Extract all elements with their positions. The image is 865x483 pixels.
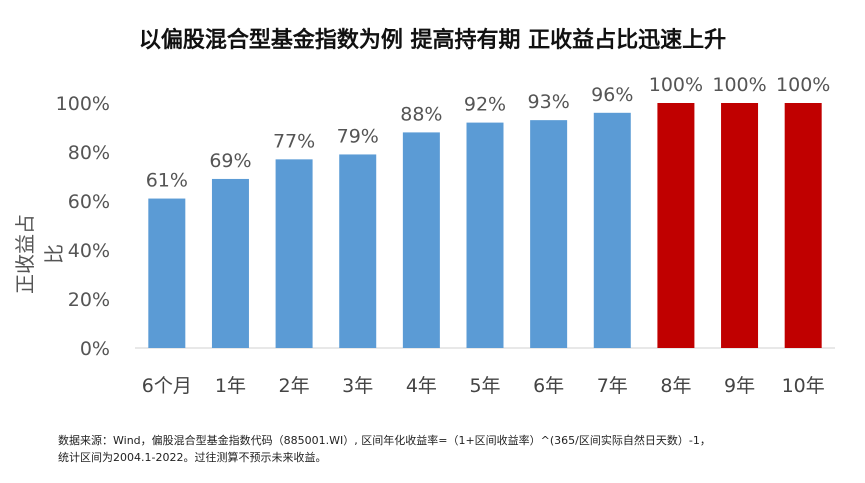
footnote-line: 数据来源：Wind，偏股混合型基金指数代码（885001.WI）, 区间年化收益… bbox=[58, 434, 711, 447]
y-tick-label: 80% bbox=[68, 142, 110, 164]
x-tick-label: 10年 bbox=[782, 375, 825, 397]
y-tick-label: 60% bbox=[68, 191, 110, 213]
data-label: 88% bbox=[400, 103, 442, 125]
footnote-line: 统计区间为2004.1-2022。过往测算不预示未来收益。 bbox=[58, 451, 327, 464]
data-label: 69% bbox=[209, 150, 251, 172]
bar bbox=[275, 159, 313, 348]
y-tick-label: 40% bbox=[68, 240, 110, 262]
x-tick-label: 6年 bbox=[533, 375, 564, 397]
data-label: 77% bbox=[273, 130, 315, 152]
data-label: 100% bbox=[712, 74, 766, 96]
bar bbox=[721, 103, 759, 348]
data-label: 100% bbox=[776, 74, 830, 96]
x-tick-label: 9年 bbox=[724, 375, 755, 397]
data-label: 96% bbox=[591, 84, 633, 106]
y-tick-label: 0% bbox=[80, 338, 110, 360]
y-tick-label: 100% bbox=[56, 93, 110, 115]
data-label: 79% bbox=[337, 125, 379, 147]
x-tick-label: 8年 bbox=[660, 375, 691, 397]
data-label: 61% bbox=[146, 170, 188, 192]
bar bbox=[402, 132, 440, 348]
y-tick-label: 20% bbox=[68, 289, 110, 311]
x-tick-label: 2年 bbox=[279, 375, 310, 397]
footnote: 数据来源：Wind，偏股混合型基金指数代码（885001.WI）, 区间年化收益… bbox=[58, 432, 858, 466]
bar bbox=[148, 198, 186, 348]
x-tick-label: 7年 bbox=[597, 375, 628, 397]
chart-title: 以偏股混合型基金指数为例 提高持有期 正收益占比迅速上升 bbox=[138, 28, 727, 53]
data-label: 100% bbox=[649, 74, 703, 96]
bar-chart: 0% 20% 40% 60% 80% 100% 61% 6个月 69% 1年 77% 2年 79% 3年 8… bbox=[56, 74, 835, 397]
bar bbox=[466, 122, 504, 348]
data-label: 93% bbox=[528, 91, 570, 113]
bar bbox=[657, 103, 695, 348]
bar bbox=[211, 178, 249, 348]
bar bbox=[339, 154, 377, 348]
x-tick-label: 1年 bbox=[215, 375, 246, 397]
x-tick-label: 6个月 bbox=[142, 375, 192, 397]
bar bbox=[530, 120, 568, 349]
x-tick-label: 5年 bbox=[469, 375, 500, 397]
data-label: 92% bbox=[464, 94, 506, 116]
x-tick-label: 4年 bbox=[406, 375, 437, 397]
bar bbox=[784, 103, 822, 348]
bar bbox=[593, 112, 631, 348]
x-tick-label: 3年 bbox=[342, 375, 373, 397]
